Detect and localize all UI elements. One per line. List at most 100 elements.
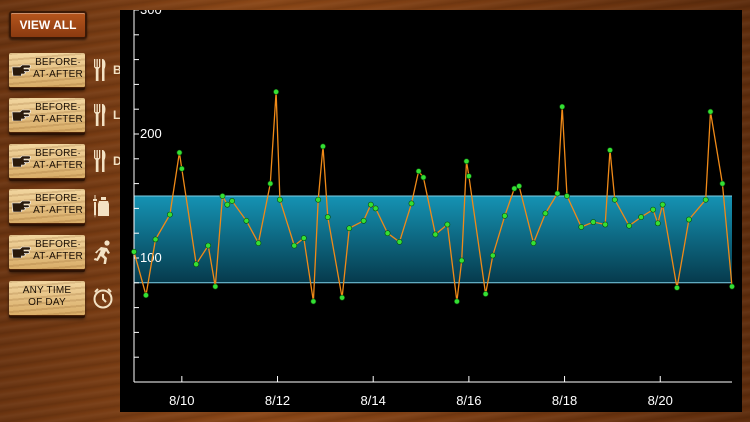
filter-dinner-button[interactable]: BEFORE· AT·AFTER D <box>9 144 122 180</box>
filter-medication-button[interactable]: BEFORE· AT·AFTER <box>9 189 114 225</box>
glucose-reading-point[interactable] <box>554 190 561 197</box>
glucose-reading-point[interactable] <box>420 174 427 181</box>
x-tick-label: 8/10 <box>169 393 194 408</box>
glucose-reading-point[interactable] <box>465 173 472 180</box>
glucose-reading-point[interactable] <box>542 210 549 217</box>
glucose-reading-point[interactable] <box>143 292 149 299</box>
pointing-hand-icon <box>11 155 31 167</box>
y-tick-label: 300 <box>140 10 162 17</box>
filter-lunch-button[interactable]: BEFORE· AT·AFTER L <box>9 98 120 134</box>
glucose-reading-point[interactable] <box>367 201 374 208</box>
meal-letter: L <box>113 108 121 122</box>
glucose-reading-point[interactable] <box>626 222 633 229</box>
pointing-hand-icon <box>11 200 31 212</box>
x-tick-label: 8/20 <box>648 393 673 408</box>
glucose-reading-point[interactable] <box>372 205 379 212</box>
pointing-hand-icon <box>11 246 31 258</box>
glucose-reading-point[interactable] <box>205 242 212 249</box>
y-tick-label: 100 <box>140 250 162 265</box>
filter-sidebar: VIEW ALL BEFORE· AT·AFTER B BEFORE· AT·AFT… <box>0 0 122 422</box>
glucose-reading-point[interactable] <box>152 236 159 243</box>
glucose-reading-point[interactable] <box>458 257 465 264</box>
glucose-reading-point[interactable] <box>454 298 460 305</box>
filter-plank[interactable]: BEFORE· AT·AFTER <box>9 98 85 133</box>
glucose-reading-point[interactable] <box>291 242 298 249</box>
glucose-reading-point[interactable] <box>243 217 250 224</box>
filter-exercise-button[interactable]: BEFORE· AT·AFTER <box>9 235 114 271</box>
glucose-reading-point[interactable] <box>166 211 173 218</box>
filter-plank[interactable]: ANY TIME OF DAY <box>9 281 85 316</box>
glucose-reading-point[interactable] <box>360 217 367 224</box>
glucose-reading-point[interactable] <box>384 230 391 237</box>
glucose-reading-point[interactable] <box>219 193 226 199</box>
view-all-button[interactable]: VIEW ALL <box>9 11 87 39</box>
filter-label: BEFORE· AT·AFTER <box>33 148 83 171</box>
filter-label: BEFORE· AT·AFTER <box>33 239 83 262</box>
glucose-reading-point[interactable] <box>212 283 219 290</box>
pointing-hand-icon <box>11 64 31 76</box>
glucose-reading-point[interactable] <box>315 196 322 203</box>
glucose-reading-point[interactable] <box>224 201 231 208</box>
glucose-reading-point[interactable] <box>346 225 353 232</box>
glucose-reading-point[interactable] <box>674 284 680 291</box>
glucose-reading-point[interactable] <box>511 185 518 192</box>
x-tick-label: 8/16 <box>456 393 481 408</box>
glucose-reading-point[interactable] <box>408 200 415 207</box>
glucose-reading-point[interactable] <box>432 231 439 238</box>
glucose-reading-point[interactable] <box>611 196 618 203</box>
glucose-reading-point[interactable] <box>463 158 470 165</box>
glucose-reading-point[interactable] <box>277 196 283 203</box>
glucose-reading-point[interactable] <box>686 216 692 223</box>
y-tick-label: 200 <box>140 126 162 141</box>
filter-breakfast-button[interactable]: BEFORE· AT·AFTER B <box>9 53 122 89</box>
glucose-reading-point[interactable] <box>267 180 274 187</box>
glucose-reading-point[interactable] <box>650 206 656 213</box>
glucose-reading-point[interactable] <box>320 143 326 150</box>
glucose-reading-point[interactable] <box>702 196 709 203</box>
glucose-reading-point[interactable] <box>300 235 307 242</box>
glucose-reading-point[interactable] <box>530 240 537 247</box>
glucose-reading-point[interactable] <box>255 240 262 247</box>
glucose-reading-point[interactable] <box>501 212 508 219</box>
glucose-reading-point[interactable] <box>444 221 451 228</box>
glucose-reading-point[interactable] <box>482 291 489 297</box>
filter-plank[interactable]: BEFORE· AT·AFTER <box>9 235 85 270</box>
glucose-reading-point[interactable] <box>193 261 200 268</box>
glucose-reading-point[interactable] <box>178 165 185 172</box>
glucose-reading-point[interactable] <box>564 193 570 199</box>
glucose-reading-point[interactable] <box>602 221 609 228</box>
glucose-reading-point[interactable] <box>516 183 523 189</box>
glucose-reading-point[interactable] <box>590 219 597 225</box>
filter-any-time-button[interactable]: ANY TIME OF DAY <box>9 281 114 317</box>
glucose-reading-point[interactable] <box>654 220 661 227</box>
glucose-reading-point[interactable] <box>131 248 137 255</box>
glucose-reading-point[interactable] <box>415 168 422 175</box>
filter-label: BEFORE· AT·AFTER <box>33 193 83 216</box>
glucose-reading-point[interactable] <box>607 147 613 154</box>
filter-plank[interactable]: BEFORE· AT·AFTER <box>9 189 85 224</box>
meal-letter: B <box>113 63 122 77</box>
glucose-reading-point[interactable] <box>176 149 183 156</box>
fork-knife-icon <box>94 150 106 172</box>
glucose-reading-point[interactable] <box>396 238 403 245</box>
filter-label: ANY TIME OF DAY <box>22 285 72 308</box>
glucose-reading-point[interactable] <box>578 224 585 230</box>
glucose-reading-point[interactable] <box>729 283 735 290</box>
x-tick-label: 8/14 <box>361 393 386 408</box>
glucose-reading-point[interactable] <box>339 294 346 301</box>
filter-label: BEFORE· AT·AFTER <box>33 57 83 80</box>
glucose-reading-point[interactable] <box>310 298 317 305</box>
target-range-band <box>134 196 732 283</box>
glucose-reading-point[interactable] <box>559 103 566 110</box>
glucose-reading-point[interactable] <box>707 108 714 115</box>
glucose-reading-point[interactable] <box>638 214 645 220</box>
glucose-reading-point[interactable] <box>489 252 496 259</box>
glucose-reading-point[interactable] <box>229 198 235 204</box>
filter-plank[interactable]: BEFORE· AT·AFTER <box>9 53 85 88</box>
chart-svg: 100 200 300 8/10 8/12 8/14 8/16 8/18 8/20 <box>120 2 742 412</box>
glucose-reading-point[interactable] <box>719 180 726 187</box>
filter-plank[interactable]: BEFORE· AT·AFTER <box>9 144 85 179</box>
glucose-reading-point[interactable] <box>273 88 279 95</box>
glucose-reading-point[interactable] <box>324 214 331 220</box>
glucose-reading-point[interactable] <box>659 201 666 208</box>
